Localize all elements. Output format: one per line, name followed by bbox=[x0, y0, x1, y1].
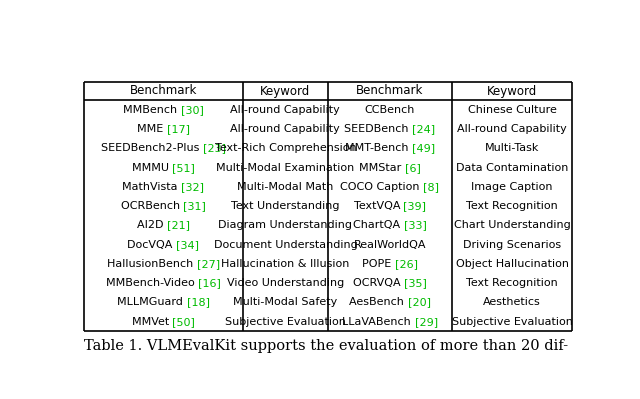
Text: [21]: [21] bbox=[167, 220, 190, 230]
Text: Multi-Modal Math: Multi-Modal Math bbox=[237, 182, 333, 192]
Text: Hallucination & Illusion: Hallucination & Illusion bbox=[221, 259, 349, 269]
Text: Keyword: Keyword bbox=[487, 85, 537, 97]
Text: Data Contamination: Data Contamination bbox=[456, 163, 568, 173]
Text: ChartQA: ChartQA bbox=[353, 220, 404, 230]
Text: OCRBench: OCRBench bbox=[120, 201, 183, 211]
Text: Diagram Understanding: Diagram Understanding bbox=[218, 220, 353, 230]
Text: [34]: [34] bbox=[176, 240, 199, 250]
Text: [32]: [32] bbox=[181, 182, 204, 192]
Text: Multi-Modal Safety: Multi-Modal Safety bbox=[233, 297, 337, 307]
Text: MMMU: MMMU bbox=[132, 163, 172, 173]
Text: Document Understanding: Document Understanding bbox=[214, 240, 357, 250]
Text: MME: MME bbox=[137, 124, 166, 134]
Text: MLLMGuard: MLLMGuard bbox=[117, 297, 186, 307]
Text: All-round Capability: All-round Capability bbox=[230, 105, 340, 115]
Text: Chart Understanding: Chart Understanding bbox=[454, 220, 570, 230]
Text: Video Understanding: Video Understanding bbox=[227, 278, 344, 288]
Text: Aesthetics: Aesthetics bbox=[483, 297, 541, 307]
Text: Keyword: Keyword bbox=[260, 85, 310, 97]
Text: [27]: [27] bbox=[196, 259, 220, 269]
Text: Table 1. VLMEvalKit supports the evaluation of more than 20 dif-: Table 1. VLMEvalKit supports the evaluat… bbox=[84, 339, 568, 353]
Text: [8]: [8] bbox=[424, 182, 440, 192]
Text: [30]: [30] bbox=[180, 105, 204, 115]
Text: AesBench: AesBench bbox=[349, 297, 408, 307]
Text: [18]: [18] bbox=[186, 297, 209, 307]
Text: SEEDBench2-Plus: SEEDBench2-Plus bbox=[101, 143, 203, 153]
Text: [39]: [39] bbox=[403, 201, 426, 211]
Text: [23]: [23] bbox=[203, 143, 226, 153]
Text: Text-Rich Comprehension: Text-Rich Comprehension bbox=[214, 143, 356, 153]
Text: [50]: [50] bbox=[172, 317, 195, 327]
Text: [24]: [24] bbox=[412, 124, 436, 134]
Text: Subjective Evaluation: Subjective Evaluation bbox=[225, 317, 346, 327]
Text: Subjective Evaluation: Subjective Evaluation bbox=[452, 317, 573, 327]
Text: [26]: [26] bbox=[395, 259, 418, 269]
Text: Driving Scenarios: Driving Scenarios bbox=[463, 240, 561, 250]
Text: [6]: [6] bbox=[405, 163, 421, 173]
Text: LLaVABench: LLaVABench bbox=[342, 317, 415, 327]
Text: Text Recognition: Text Recognition bbox=[466, 278, 558, 288]
Text: MathVista: MathVista bbox=[122, 182, 181, 192]
Text: [33]: [33] bbox=[404, 220, 427, 230]
Text: All-round Capability: All-round Capability bbox=[457, 124, 567, 134]
Text: HallusionBench: HallusionBench bbox=[107, 259, 196, 269]
Text: Object Hallucination: Object Hallucination bbox=[456, 259, 568, 269]
Text: [20]: [20] bbox=[408, 297, 431, 307]
Text: Multi-Task: Multi-Task bbox=[485, 143, 540, 153]
Text: POPE: POPE bbox=[362, 259, 395, 269]
Text: [51]: [51] bbox=[172, 163, 195, 173]
Text: DocVQA: DocVQA bbox=[127, 240, 176, 250]
Text: Text Recognition: Text Recognition bbox=[466, 201, 558, 211]
Text: [16]: [16] bbox=[198, 278, 221, 288]
Text: [29]: [29] bbox=[415, 317, 438, 327]
Text: MMStar: MMStar bbox=[359, 163, 405, 173]
Text: [49]: [49] bbox=[412, 143, 435, 153]
Text: [35]: [35] bbox=[404, 278, 427, 288]
Text: SEEDBench: SEEDBench bbox=[344, 124, 412, 134]
Text: OCRVQA: OCRVQA bbox=[353, 278, 404, 288]
Text: MMVet: MMVet bbox=[131, 317, 172, 327]
Text: Benchmark: Benchmark bbox=[130, 85, 197, 97]
Text: [31]: [31] bbox=[183, 201, 206, 211]
Text: Benchmark: Benchmark bbox=[356, 85, 424, 97]
Text: RealWorldQA: RealWorldQA bbox=[354, 240, 426, 250]
Text: [17]: [17] bbox=[166, 124, 189, 134]
Text: Image Caption: Image Caption bbox=[471, 182, 553, 192]
Text: TextVQA: TextVQA bbox=[353, 201, 403, 211]
Text: Text Understanding: Text Understanding bbox=[231, 201, 340, 211]
Text: All-round Capability: All-round Capability bbox=[230, 124, 340, 134]
Text: COCO Caption: COCO Caption bbox=[340, 182, 424, 192]
Text: Multi-Modal Examination: Multi-Modal Examination bbox=[216, 163, 355, 173]
Text: AI2D: AI2D bbox=[137, 220, 167, 230]
Text: MMBench: MMBench bbox=[123, 105, 180, 115]
Text: CCBench: CCBench bbox=[365, 105, 415, 115]
Text: MMT-Bench: MMT-Bench bbox=[345, 143, 412, 153]
Text: MMBench-Video: MMBench-Video bbox=[106, 278, 198, 288]
Text: Chinese Culture: Chinese Culture bbox=[468, 105, 557, 115]
